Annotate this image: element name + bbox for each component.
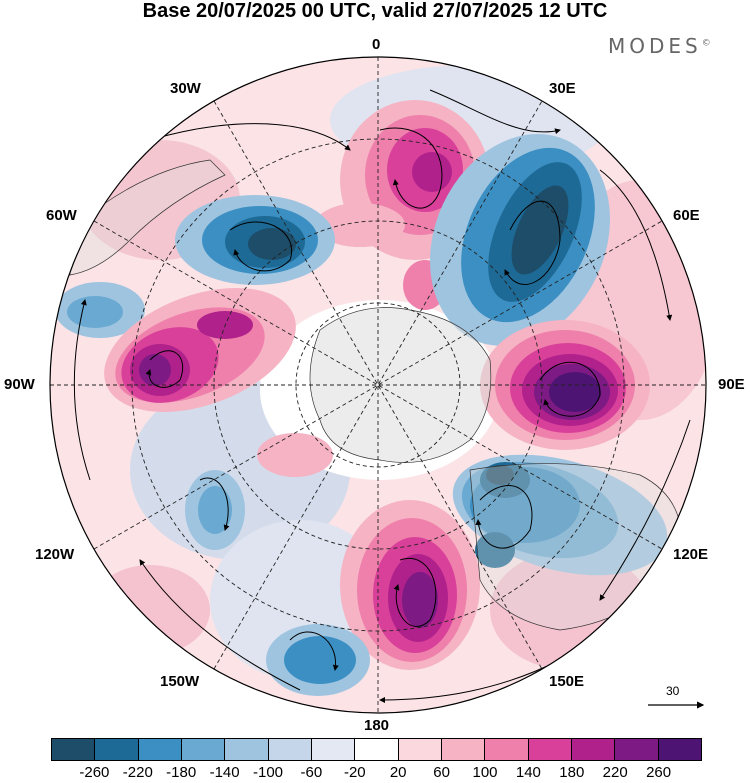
colorbar-tick-label: 60 bbox=[433, 764, 450, 781]
colorbar-swatch-7 bbox=[354, 739, 398, 760]
graticule bbox=[50, 57, 706, 713]
map-title: Base 20/07/2025 00 UTC, valid 27/07/2025… bbox=[142, 0, 608, 22]
colorbar-swatch-14 bbox=[657, 739, 701, 760]
map-boundary bbox=[49, 56, 707, 714]
colorbar-tick-label: 260 bbox=[646, 764, 672, 781]
anomaly-negative-southeast bbox=[452, 454, 668, 576]
colorbar-swatch-3 bbox=[180, 739, 225, 760]
colorbar-tick-label: -180 bbox=[166, 764, 197, 781]
colorbar-tick-label: 100 bbox=[472, 764, 498, 781]
anomaly-negative-northeast bbox=[430, 134, 610, 346]
streamlines bbox=[73, 89, 691, 703]
anomaly-positive-west bbox=[104, 288, 296, 412]
colorbar-swatch-4 bbox=[224, 739, 268, 760]
lon-label-180: 180 bbox=[364, 717, 390, 734]
colorbar-tick-label: -220 bbox=[122, 764, 153, 781]
colorbar-swatch-12 bbox=[570, 739, 615, 760]
lon-label-90w: 90W bbox=[4, 376, 35, 393]
colorbar-tick-label: -20 bbox=[343, 764, 366, 781]
colorbar-tick-label: -140 bbox=[209, 764, 240, 781]
colorbar-tick-label: 220 bbox=[602, 764, 628, 781]
lon-label-60e: 60E bbox=[673, 207, 700, 224]
colorbar-swatch-13 bbox=[614, 739, 658, 760]
anomaly-negative-northwest bbox=[55, 195, 335, 338]
colorbar-swatch-9 bbox=[440, 739, 485, 760]
lon-label-60w: 60W bbox=[46, 207, 77, 224]
colorbar-swatch-1 bbox=[94, 739, 138, 760]
colorbar-tick-label: 20 bbox=[389, 764, 407, 781]
lon-label-150e: 150E bbox=[549, 673, 585, 690]
modes-logo: MODES© bbox=[608, 34, 711, 58]
australia-land bbox=[469, 463, 683, 631]
colorbar-tick-label: -60 bbox=[300, 764, 323, 781]
colorbar-tick-label: -260 bbox=[79, 764, 110, 781]
colorbar-swatch-11 bbox=[527, 739, 571, 760]
colorbar-swatch-2 bbox=[137, 739, 181, 760]
lon-label-90e: 90E bbox=[718, 376, 745, 393]
lon-label-120e: 120E bbox=[673, 546, 709, 563]
colorbar-swatch-5 bbox=[267, 739, 311, 760]
lon-label-0: 0 bbox=[372, 36, 381, 53]
lon-label-30w: 30W bbox=[170, 80, 201, 97]
lon-label-150w: 150W bbox=[160, 673, 200, 690]
lon-label-30e: 30E bbox=[549, 80, 576, 97]
lon-label-120w: 120W bbox=[35, 546, 75, 563]
colorbar bbox=[51, 738, 702, 761]
anomaly-positive-south bbox=[340, 500, 480, 670]
south-america-land bbox=[69, 159, 226, 276]
colorbar-swatch-0 bbox=[52, 739, 95, 760]
reference-vector-label: 30 bbox=[666, 684, 680, 698]
colorbar-swatch-10 bbox=[484, 739, 528, 760]
colorbar-tick-label: 180 bbox=[559, 764, 585, 781]
colorbar-tick-label: 140 bbox=[515, 764, 541, 781]
colorbar-swatch-8 bbox=[397, 739, 441, 760]
colorbar-swatch-6 bbox=[310, 739, 355, 760]
colorbar-tick-label: -100 bbox=[252, 764, 284, 781]
